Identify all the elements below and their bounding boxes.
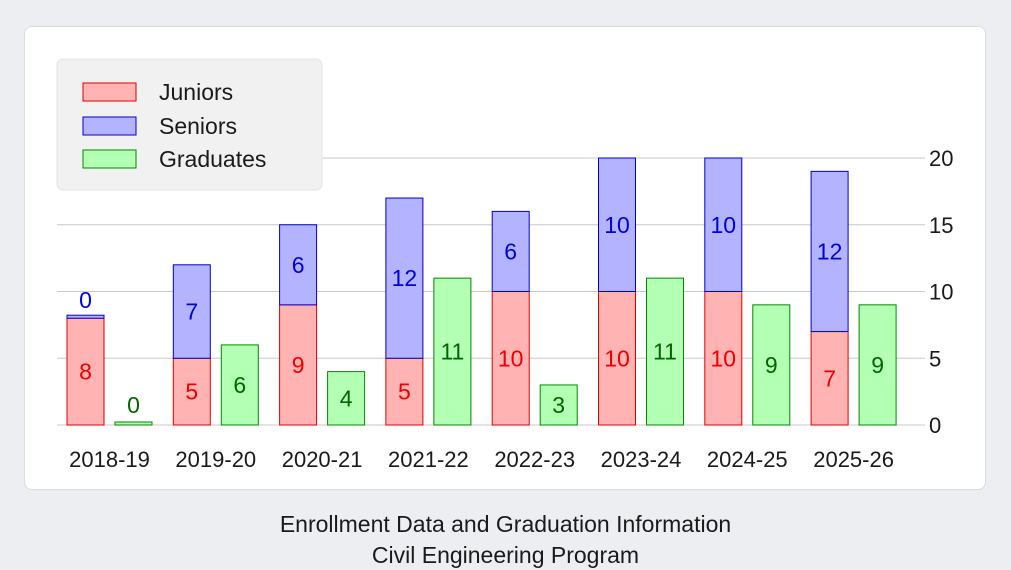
y-tick-label: 5 <box>929 346 941 371</box>
x-tick-label: 2018-19 <box>69 447 150 472</box>
bar-graduates-2023-24 <box>646 277 684 426</box>
data-label-graduates: 11 <box>653 339 677 365</box>
bar-juniors-2019-20 <box>172 357 211 426</box>
y-axis: 0 5 10 15 20 <box>929 146 953 438</box>
data-label-seniors: 6 <box>292 252 305 278</box>
data-label-seniors: 7 <box>185 299 198 325</box>
data-label-juniors: 8 <box>79 359 92 385</box>
bar-graduates-2019-20 <box>220 344 259 426</box>
data-label-graduates: 0 <box>127 392 140 418</box>
x-axis: 2018-19 2019-20 2020-21 2021-22 2022-23 2023-… <box>69 447 894 472</box>
bar-juniors-2023-24 <box>598 291 636 426</box>
legend-swatch-juniors <box>82 82 137 102</box>
bar-juniors-2024-25 <box>704 291 743 426</box>
y-tick-label: 10 <box>929 280 953 305</box>
bar-graduates-2025-26 <box>858 304 897 426</box>
data-label-graduates: 9 <box>765 352 778 378</box>
data-label-seniors: 6 <box>504 238 517 264</box>
legend-label-juniors: Juniors <box>159 79 233 105</box>
chart-caption-title: Enrollment Data and Graduation Informati… <box>279 511 732 537</box>
data-label-graduates: 11 <box>440 339 464 365</box>
bar-graduates-2018-19 <box>114 421 153 426</box>
bar-seniors-2020-21 <box>279 224 318 306</box>
bar-seniors-2024-25 <box>704 157 743 292</box>
bar-graduates-2022-23 <box>539 384 578 426</box>
bar-graduates-2024-25 <box>752 304 791 426</box>
data-labels: 8 0 0 5 7 6 9 6 4 5 12 11 10 6 3 10 10 11 10 10 9 7 12 9 <box>79 212 884 418</box>
bar-seniors-2018-19 <box>66 314 105 319</box>
bar-seniors-2025-26 <box>810 170 849 333</box>
bar-seniors-2023-24 <box>598 157 636 292</box>
bar-juniors-2018-19 <box>66 317 105 426</box>
x-tick-label: 2024-25 <box>707 447 788 472</box>
data-label-juniors: 10 <box>711 345 737 371</box>
data-label-graduates: 6 <box>233 372 246 398</box>
bars <box>66 157 897 426</box>
legend-label-graduates: Graduates <box>159 146 266 172</box>
data-label-seniors: 12 <box>817 238 843 264</box>
legend-swatch-graduates <box>82 149 137 169</box>
x-tick-label: 2021-22 <box>388 447 469 472</box>
legend-swatch-seniors <box>82 116 137 136</box>
data-label-juniors: 7 <box>823 365 836 391</box>
x-tick-label: 2023-24 <box>601 447 682 472</box>
data-label-seniors: 10 <box>604 212 630 238</box>
bar-juniors-2020-21 <box>279 304 318 426</box>
y-tick-label: 0 <box>929 413 941 438</box>
y-tick-label: 20 <box>929 146 953 171</box>
bar-juniors-2025-26 <box>810 331 849 426</box>
data-label-seniors: 12 <box>392 265 418 291</box>
bar-chart: 8 0 0 5 7 6 9 6 4 5 12 11 10 6 3 10 10 11 10 10 9 7 12 9 2018-1… <box>56 58 953 472</box>
data-label-graduates: 9 <box>871 352 884 378</box>
data-label-graduates: 3 <box>552 392 565 418</box>
data-label-seniors: 0 <box>79 287 92 313</box>
bar-seniors-2021-22 <box>385 197 424 359</box>
bar-seniors-2019-20 <box>172 264 211 359</box>
data-label-juniors: 10 <box>498 345 524 371</box>
data-label-juniors: 5 <box>398 379 411 405</box>
x-tick-label: 2020-21 <box>282 447 363 472</box>
y-tick-label: 15 <box>929 213 953 238</box>
x-tick-label: 2019-20 <box>175 447 256 472</box>
data-label-graduates: 4 <box>340 385 353 411</box>
x-tick-label: 2022-23 <box>494 447 575 472</box>
data-label-juniors: 9 <box>292 352 305 378</box>
chart-caption-subtitle: Civil Engineering Program <box>371 542 640 568</box>
x-tick-label: 2025-26 <box>813 447 894 472</box>
data-label-juniors: 5 <box>185 379 198 405</box>
bar-graduates-2020-21 <box>327 371 366 426</box>
bar-seniors-2022-23 <box>491 210 530 292</box>
data-label-juniors: 10 <box>604 345 630 371</box>
bar-graduates-2021-22 <box>433 277 472 426</box>
legend-label-seniors: Seniors <box>159 113 237 139</box>
data-label-seniors: 10 <box>711 212 737 238</box>
legend: Juniors Seniors Graduates <box>56 58 323 191</box>
bar-juniors-2022-23 <box>491 291 530 426</box>
